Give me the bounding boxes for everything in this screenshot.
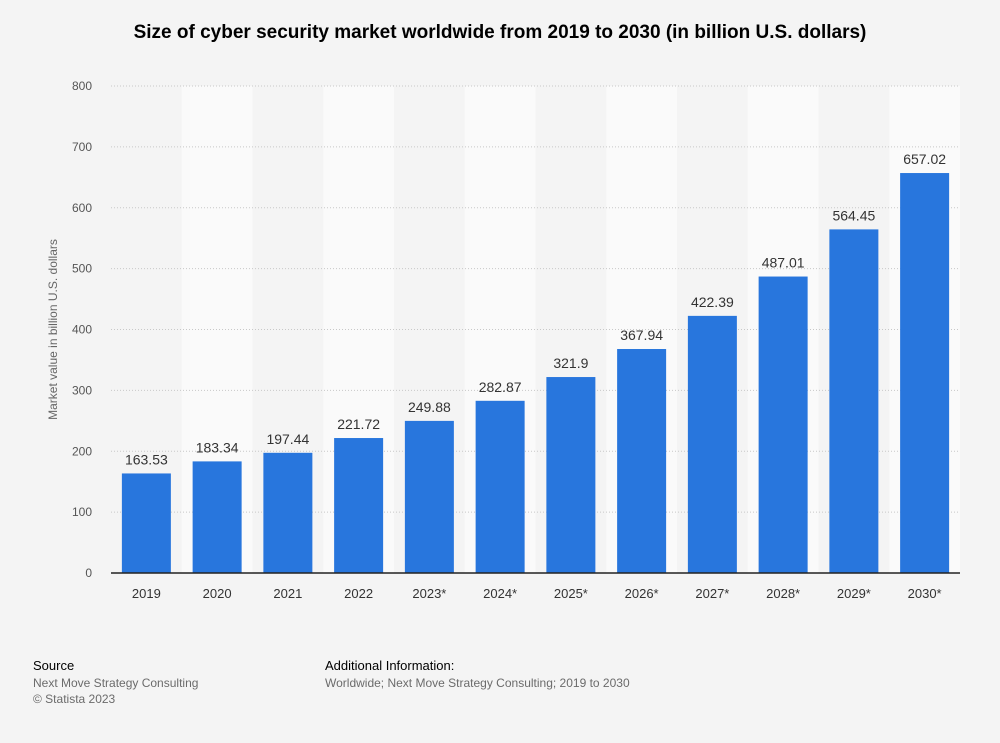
data-label: 564.45 (832, 207, 875, 223)
source-block: Source Next Move Strategy Consulting © S… (33, 658, 198, 707)
y-tick-label: 300 (72, 383, 92, 397)
x-tick-label: 2025* (554, 586, 588, 601)
y-axis-title: Market value in billion U.S. dollars (46, 239, 60, 420)
data-label: 221.72 (337, 416, 380, 432)
x-tick-label: 2020 (203, 586, 232, 601)
additional-info-text: Worldwide; Next Move Strategy Consulting… (325, 676, 630, 690)
y-tick-label: 400 (72, 323, 92, 337)
bar (263, 452, 313, 573)
source-line-1: Next Move Strategy Consulting (33, 676, 199, 690)
y-tick-label: 700 (72, 140, 92, 154)
bar (617, 349, 667, 573)
additional-info-block: Additional Information: Worldwide; Next … (325, 658, 630, 691)
x-tick-label: 2026* (625, 586, 659, 601)
bar (121, 473, 171, 573)
data-label: 321.9 (553, 355, 588, 371)
x-tick-label: 2029* (837, 586, 871, 601)
data-label: 487.01 (762, 255, 805, 271)
x-tick-label: 2023* (412, 586, 446, 601)
bar (475, 400, 525, 573)
y-tick-label: 100 (72, 505, 92, 519)
x-tick-label: 2024* (483, 586, 517, 601)
x-tick-label: 2027* (695, 586, 729, 601)
bar (546, 377, 596, 573)
x-tick-label: 2028* (766, 586, 800, 601)
data-label: 249.88 (408, 399, 451, 415)
bar (829, 229, 879, 574)
additional-info-title: Additional Information: (325, 658, 455, 673)
x-tick-label: 2022 (344, 586, 373, 601)
source-title: Source (33, 658, 75, 673)
y-tick-label: 0 (85, 566, 92, 580)
data-label: 422.39 (691, 294, 734, 310)
bar (758, 276, 808, 573)
y-tick-label: 600 (72, 201, 92, 215)
x-tick-label: 2021 (273, 586, 302, 601)
bar (687, 315, 737, 573)
bar (192, 461, 242, 573)
data-label: 163.53 (125, 451, 168, 467)
data-label: 367.94 (620, 327, 663, 343)
bar (900, 173, 950, 574)
data-label: 183.34 (196, 439, 239, 455)
x-tick-label: 2019 (132, 586, 161, 601)
bar-chart: 0 100 200 300 400 500 600 700 800 163.53 2019 183.3… (46, 79, 960, 601)
x-tick-label: 2030* (908, 586, 942, 601)
source-line-2: © Statista 2023 (33, 692, 116, 706)
data-label: 282.87 (479, 379, 522, 395)
chart-title: Size of cyber security market worldwide … (133, 22, 867, 43)
bar (334, 438, 384, 573)
y-tick-label: 200 (72, 444, 92, 458)
y-tick-label: 500 (72, 262, 92, 276)
data-label: 657.02 (903, 151, 946, 167)
bar (404, 420, 454, 573)
y-tick-label: 800 (72, 79, 92, 93)
data-label: 197.44 (266, 431, 309, 447)
